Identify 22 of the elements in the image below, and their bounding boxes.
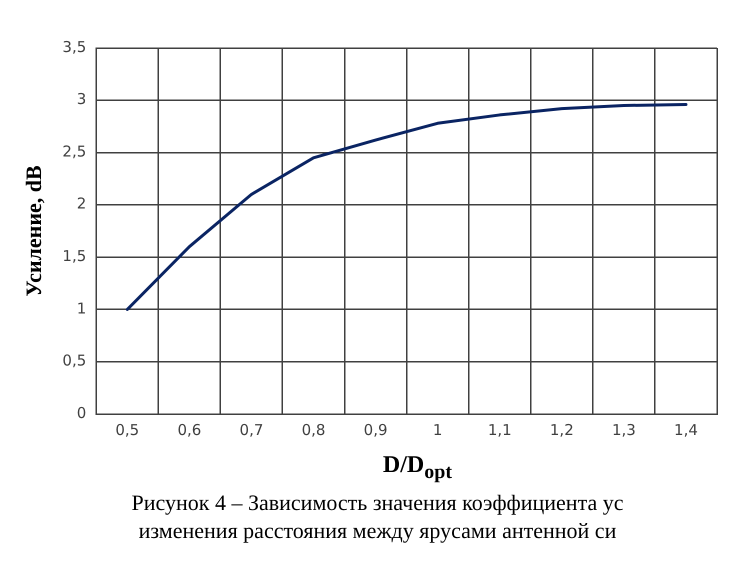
y-tick-label: 1,5 (62, 247, 86, 266)
y-tick-label: 0,5 (62, 352, 86, 370)
x-axis-title: D/D$_{opt}$ (382, 451, 454, 485)
x-tick-label: 0,9 (364, 420, 388, 439)
y-tick-label: 1 (76, 299, 86, 318)
x-tick-label: 1,1 (488, 420, 512, 439)
y-tick-label: 2 (76, 194, 86, 213)
text: Рисунок 4 – Зависимость значения коэффициента ус (130, 488, 624, 517)
x-tick-label: 0,6 (177, 420, 202, 439)
text: изменения расстояния между ярусами антенной си (138, 516, 618, 545)
y-tick-label: 3 (76, 90, 86, 108)
y-tick-label: 0 (76, 404, 86, 422)
x-tick-label: 0,8 (302, 420, 326, 439)
y-tick-label: 3,5 (62, 38, 86, 56)
x-tick-label: 1 (432, 420, 442, 439)
y-axis-title: Усиление, dB (20, 165, 46, 297)
x-tick-label: 1,3 (612, 420, 636, 439)
x-tick-label: 1,2 (550, 420, 574, 439)
x-tick-label: 0,5 (115, 420, 140, 439)
x-tick-label: 1,4 (674, 420, 698, 439)
y-tick-label: 2,5 (62, 142, 86, 160)
x-tick-label: 0,7 (240, 420, 264, 439)
